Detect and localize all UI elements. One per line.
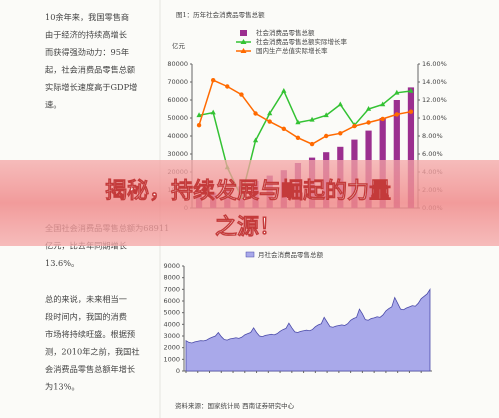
banner xyxy=(0,160,499,246)
y-tick-label: 3000 xyxy=(163,332,180,340)
legend-marker xyxy=(240,48,247,53)
y2-tick-label: 14.00% xyxy=(422,78,447,86)
source-note: 资料来源：国家统计局 西南证券研究中心 xyxy=(175,401,295,410)
y-tick-label: 7000 xyxy=(163,285,180,293)
y-tick-label: 0 xyxy=(176,367,180,375)
paragraph-line: 由于经济的持续高增长 xyxy=(45,30,127,40)
point xyxy=(394,112,400,117)
y-tick-label: 30000 xyxy=(167,150,188,158)
point xyxy=(196,112,202,118)
y-tick-label: 9000 xyxy=(163,262,180,270)
point xyxy=(394,89,400,95)
point xyxy=(323,112,329,118)
legend-label: 社会消费品零售总额 xyxy=(256,28,315,37)
point xyxy=(295,119,301,125)
legend-swatch xyxy=(240,30,247,36)
y-tick-label: 1000 xyxy=(163,355,180,363)
point xyxy=(323,133,329,139)
y-tick-label: 60000 xyxy=(167,96,188,104)
paragraph-line: 起，社会消费品零售总额 xyxy=(45,65,135,75)
y-tick-label: 6000 xyxy=(163,297,180,305)
bar xyxy=(393,100,400,208)
point xyxy=(408,88,414,93)
legend-label: 月社会消费品零售总额 xyxy=(258,250,324,259)
y-tick-label: 70000 xyxy=(167,78,188,86)
paragraph-line: 而获得强劲动力：95年 xyxy=(45,47,129,57)
paragraph-line: 测，2010年之前，我国社 xyxy=(45,347,140,357)
point xyxy=(210,78,216,83)
y2-tick-label: 6.00% xyxy=(422,150,443,158)
banner-line: 之源！ xyxy=(215,214,281,240)
legend-label: 社会消费品零售总额实际增长率 xyxy=(256,37,348,46)
y-tick-label: 5000 xyxy=(163,309,180,317)
point xyxy=(380,116,385,122)
legend-label: 国内生产总值实际增长率 xyxy=(256,46,328,55)
y2-tick-label: 12.00% xyxy=(422,96,447,104)
point xyxy=(225,84,230,89)
point xyxy=(365,106,372,111)
paragraph-line: 速。 xyxy=(45,100,61,110)
point xyxy=(309,141,315,147)
paragraph-line: 市场将持续旺盛。根据预 xyxy=(45,329,135,339)
y-tick-label: 4000 xyxy=(163,320,180,328)
y-tick-label: 2000 xyxy=(163,344,180,352)
paragraph-line: 10余年来，我国零售商 xyxy=(45,12,129,22)
y2-tick-label: 10.00% xyxy=(422,114,447,122)
point xyxy=(239,92,244,97)
bar xyxy=(407,87,415,208)
point xyxy=(380,101,386,107)
point xyxy=(352,123,357,129)
point xyxy=(281,88,287,93)
point xyxy=(309,116,315,122)
y-tick-label: 8000 xyxy=(163,274,180,282)
point xyxy=(366,120,371,125)
point xyxy=(252,137,259,143)
banner-line: 揭秘，持续发展与崛起的力量 xyxy=(105,178,391,204)
paragraph-line: 实际增长速度高于GDP增 xyxy=(45,82,137,92)
y-tick-label: 80000 xyxy=(167,60,188,68)
y-tick-label: 40000 xyxy=(167,132,188,140)
point xyxy=(295,135,301,140)
unit-label: 亿元 xyxy=(172,41,186,50)
line-series xyxy=(198,79,412,145)
area-series xyxy=(185,287,431,372)
point xyxy=(338,131,343,136)
paragraph-line: 段时间内，我国的消费 xyxy=(45,312,127,322)
legend-marker xyxy=(240,39,247,44)
chart-title: 图1：历年社会消费品零售总额 xyxy=(176,10,265,19)
point xyxy=(196,123,202,128)
paragraph-line: 总的来说，未来相当一 xyxy=(45,294,127,304)
point xyxy=(337,101,343,107)
y2-tick-label: 8.00% xyxy=(422,132,443,140)
legend-swatch xyxy=(245,251,255,258)
y2-tick-label: 16.00% xyxy=(422,60,447,68)
point xyxy=(408,109,414,114)
paragraph-line: 为13%。 xyxy=(45,382,80,392)
paragraph-line: 会消费品零售总额年增长 xyxy=(45,364,135,374)
point xyxy=(253,111,258,116)
point xyxy=(267,119,272,124)
point xyxy=(210,109,216,115)
point xyxy=(267,110,273,116)
y-tick-label: 50000 xyxy=(167,114,188,122)
paragraph-line: 13.6%。 xyxy=(45,258,79,268)
point xyxy=(281,126,287,131)
